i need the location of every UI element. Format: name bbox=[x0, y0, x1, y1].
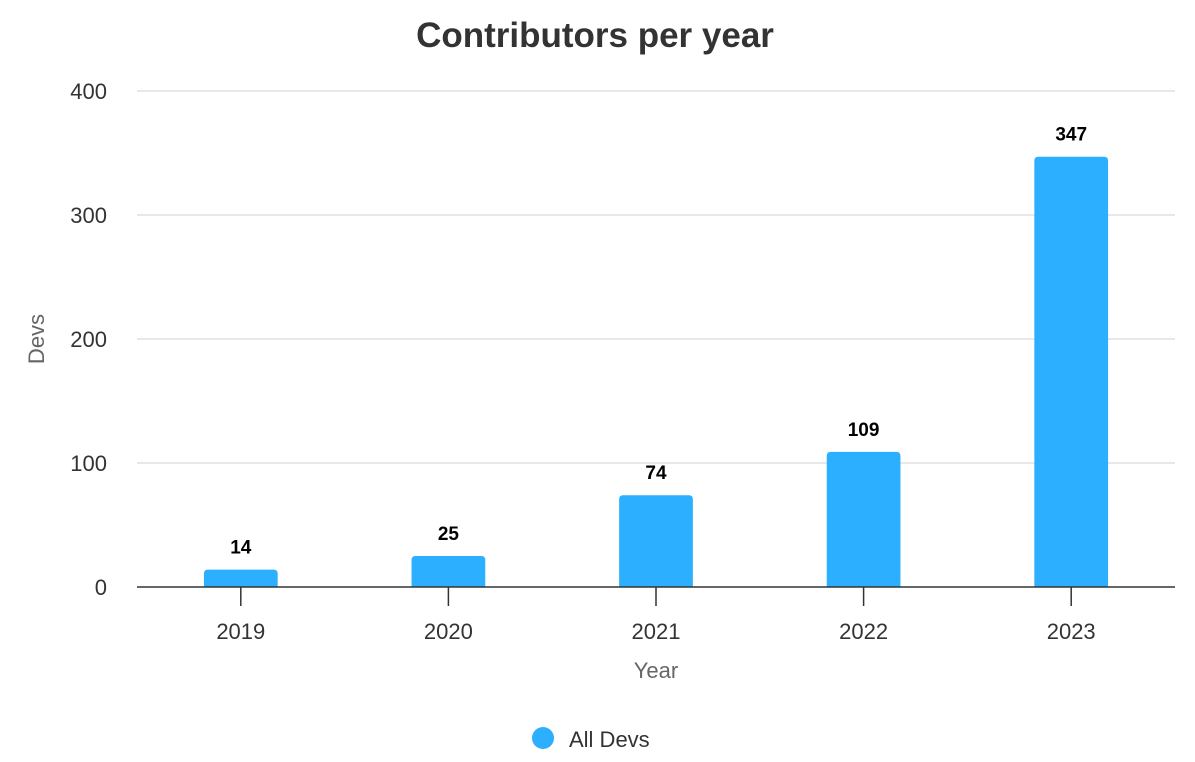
legend[interactable]: All Devs bbox=[532, 727, 650, 752]
data-label-2023: 347 bbox=[1055, 125, 1087, 146]
bar-2019[interactable] bbox=[203, 569, 278, 587]
x-tick-label-2020: 2020 bbox=[424, 619, 473, 644]
legend-label-all-devs: All Devs bbox=[569, 727, 650, 752]
x-axis-title: Year bbox=[634, 658, 678, 683]
data-label-2022: 109 bbox=[848, 420, 880, 441]
y-tick-label-300: 300 bbox=[70, 203, 107, 228]
x-tick-label-2023: 2023 bbox=[1047, 619, 1096, 644]
data-labels: 14 25 74 109 347 bbox=[230, 125, 1087, 559]
bar-2020[interactable] bbox=[411, 556, 486, 587]
data-label-2020: 25 bbox=[438, 524, 460, 545]
bars bbox=[203, 156, 1109, 587]
gridlines bbox=[137, 90, 1175, 464]
y-tick-label-200: 200 bbox=[70, 327, 107, 352]
bar-2021[interactable] bbox=[619, 495, 693, 587]
legend-marker bbox=[532, 727, 554, 749]
y-tick-label-0: 0 bbox=[95, 575, 107, 600]
y-axis-ticks: 0 100 200 300 400 bbox=[70, 79, 107, 600]
x-tick-label-2019: 2019 bbox=[216, 619, 265, 644]
y-tick-label-100: 100 bbox=[70, 451, 107, 476]
x-tick-label-2022: 2022 bbox=[839, 619, 888, 644]
data-label-2019: 14 bbox=[230, 538, 252, 559]
y-tick-label-400: 400 bbox=[70, 79, 107, 104]
x-axis-ticks: 2019 2020 2021 2022 2023 bbox=[216, 587, 1096, 644]
y-axis-title: Devs bbox=[24, 314, 49, 364]
bar-2022[interactable] bbox=[826, 451, 901, 587]
bar-2023[interactable] bbox=[1034, 156, 1109, 587]
data-label-2021: 74 bbox=[645, 463, 667, 484]
x-tick-label-2021: 2021 bbox=[632, 619, 681, 644]
chart-title: Contributors per year bbox=[416, 16, 774, 55]
